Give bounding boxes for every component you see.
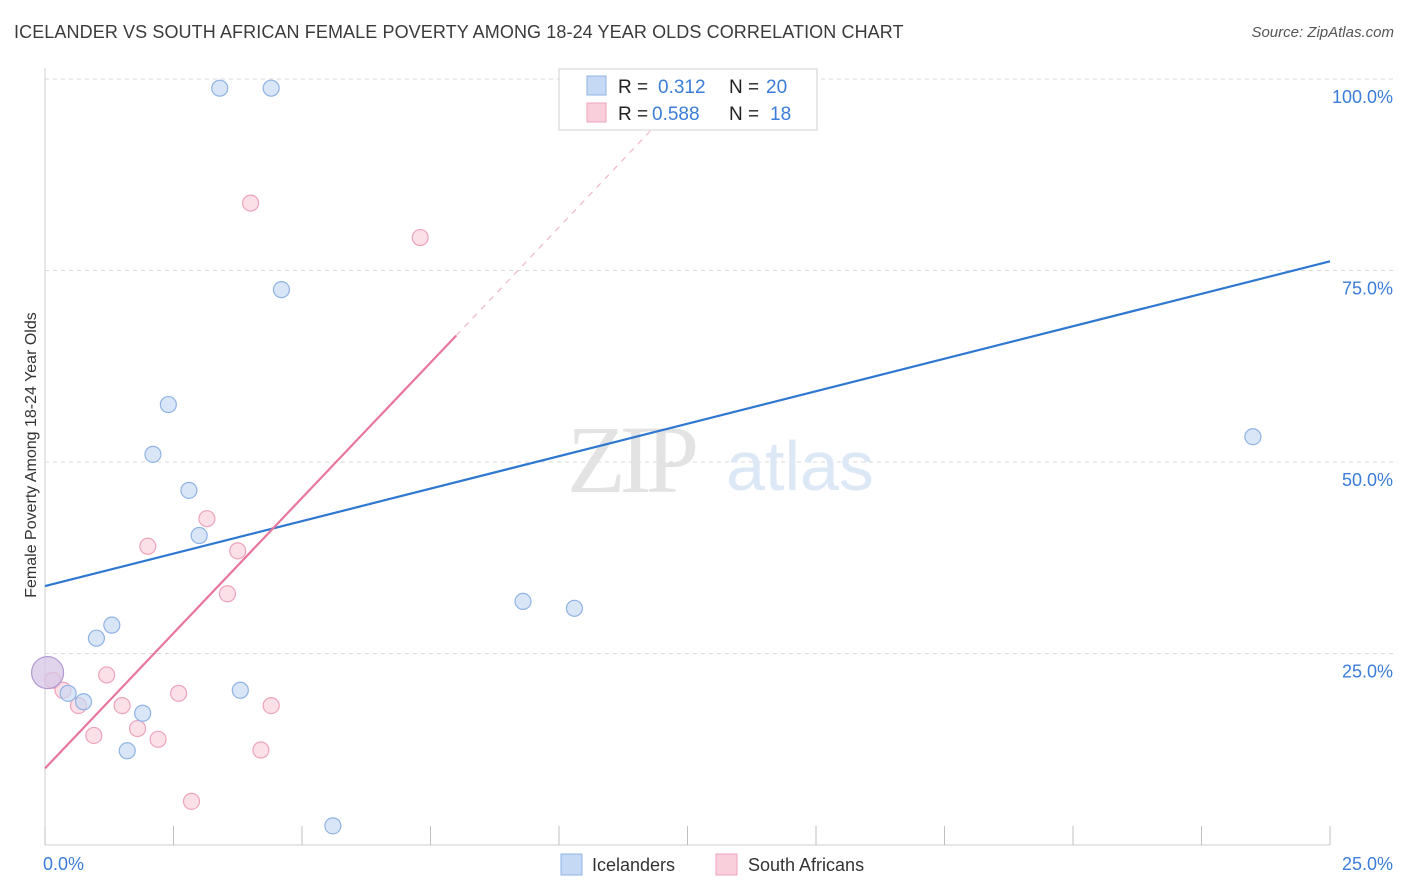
legend-swatch-icelanders bbox=[586, 75, 607, 96]
point-icelanders bbox=[30, 656, 65, 690]
point-south-africans bbox=[411, 228, 429, 247]
watermark: ZIP atlas bbox=[567, 406, 874, 513]
legend-r-label: R = bbox=[618, 77, 648, 98]
trend-line-icelanders bbox=[44, 260, 1331, 588]
watermark-atlas: atlas bbox=[726, 427, 874, 505]
gridlines bbox=[45, 78, 1393, 654]
correlation-legend: R = 0.312 N = 20 R = 0.588 N = 18 bbox=[558, 68, 818, 131]
point-icelanders bbox=[118, 742, 136, 760]
legend-r-value-south-africans: 0.588 bbox=[652, 104, 700, 125]
legend-n-value-south-africans: 18 bbox=[770, 104, 791, 125]
y-tick-label: 100.0% bbox=[1332, 87, 1393, 107]
point-south-africans bbox=[128, 719, 147, 738]
legend-n-label: N = bbox=[729, 104, 759, 125]
legend-icelanders-swatch bbox=[560, 853, 583, 876]
legend-r-value-icelanders: 0.312 bbox=[658, 77, 706, 98]
legend-n-value-icelanders: 20 bbox=[766, 77, 787, 98]
point-south-africans bbox=[218, 585, 237, 603]
source-label: Source: ZipAtlas.com bbox=[1251, 24, 1394, 41]
point-south-africans bbox=[229, 542, 247, 560]
point-icelanders bbox=[262, 79, 280, 97]
legend-south-africans-label: South Africans bbox=[748, 855, 864, 875]
point-icelanders bbox=[190, 526, 208, 545]
point-south-africans bbox=[182, 792, 201, 810]
point-icelanders bbox=[211, 79, 229, 97]
point-icelanders bbox=[87, 629, 106, 647]
trend-extension-south-africans bbox=[455, 118, 663, 337]
series-legend: Icelanders South Africans bbox=[560, 853, 864, 876]
point-icelanders bbox=[144, 445, 162, 463]
point-icelanders bbox=[134, 704, 152, 722]
trend-lines bbox=[44, 118, 1331, 770]
point-icelanders bbox=[1244, 428, 1262, 446]
trend-line-south-africans bbox=[44, 334, 457, 770]
point-icelanders bbox=[103, 616, 121, 634]
legend-swatch-south-africans bbox=[586, 102, 607, 123]
legend-south-africans-swatch bbox=[715, 853, 738, 876]
axes: 25.0% 50.0% 75.0% 100.0% 0.0% 25.0% bbox=[43, 68, 1393, 874]
point-south-africans bbox=[98, 666, 116, 684]
point-icelanders bbox=[231, 681, 249, 699]
y-axis-label: Female Poverty Among 18-24 Year Olds bbox=[23, 312, 40, 598]
point-icelanders bbox=[324, 817, 342, 835]
chart-title: ICELANDER VS SOUTH AFRICAN FEMALE POVERT… bbox=[14, 22, 904, 42]
point-icelanders bbox=[565, 599, 584, 617]
point-icelanders bbox=[74, 693, 93, 711]
point-south-africans bbox=[85, 726, 103, 745]
point-icelanders bbox=[59, 684, 77, 702]
y-tick-label: 75.0% bbox=[1342, 279, 1393, 299]
point-south-africans bbox=[242, 194, 260, 212]
point-icelanders bbox=[180, 481, 198, 499]
point-south-africans bbox=[198, 510, 216, 528]
watermark-zip: ZIP bbox=[567, 406, 696, 513]
point-south-africans bbox=[139, 537, 157, 555]
point-south-africans bbox=[113, 696, 131, 715]
point-icelanders bbox=[514, 592, 532, 611]
legend-n-label: N = bbox=[729, 77, 759, 98]
point-south-africans bbox=[252, 741, 270, 759]
point-icelanders bbox=[272, 281, 291, 299]
legend-r-label: R = bbox=[618, 104, 648, 125]
x-tick-label: 25.0% bbox=[1342, 854, 1393, 874]
y-tick-label: 25.0% bbox=[1342, 662, 1393, 682]
point-south-africans bbox=[262, 696, 280, 715]
point-south-africans bbox=[170, 684, 188, 702]
point-icelanders bbox=[159, 395, 177, 414]
point-south-africans bbox=[149, 730, 167, 748]
x-tick-label: 0.0% bbox=[43, 854, 84, 874]
legend-icelanders-label: Icelanders bbox=[592, 855, 675, 875]
y-tick-label: 50.0% bbox=[1342, 470, 1393, 490]
